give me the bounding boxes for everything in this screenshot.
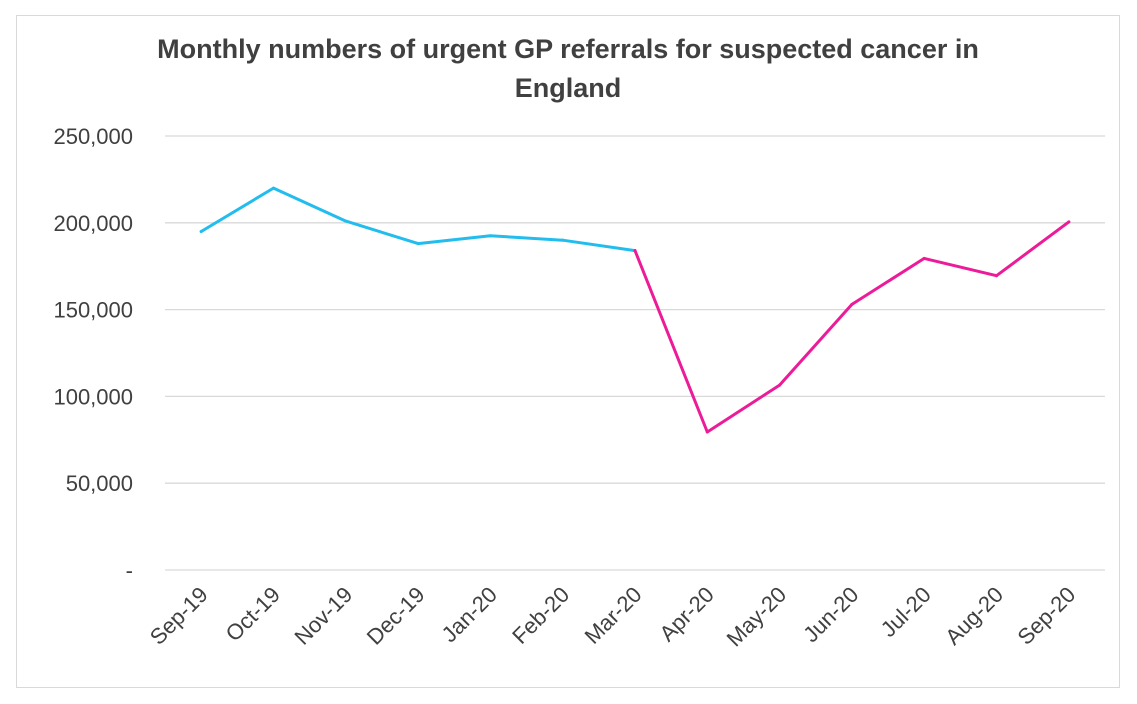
y-axis-tick-labels: - 50,000 100,000 150,000 200,000 250,000 [53,124,133,583]
data-point [488,234,492,238]
x-axis-tick-labels: Sep-19 Oct-19 Nov-19 Dec-19 Jan-20 Feb-20 Mar-… [145,582,1081,652]
data-point [995,274,999,278]
data-point [561,238,565,242]
y-tick-label: 150,000 [53,298,133,323]
x-tick-label: Jan-20 [437,582,502,647]
data-point [778,383,782,387]
data-point [1067,220,1071,224]
data-point [344,219,348,223]
series-line-pre-pandemic [199,186,637,253]
x-tick-label: Jun-20 [798,582,863,647]
x-tick-label: Sep-19 [145,582,213,650]
x-tick-label: Jul-20 [876,582,936,642]
y-tick-label: 50,000 [66,471,133,496]
x-tick-label: Apr-20 [654,582,718,646]
data-point [633,249,637,253]
x-tick-label: Nov-19 [289,582,357,650]
data-point [271,186,275,190]
x-tick-label: Sep-20 [1013,582,1081,650]
series-lines [199,186,1071,434]
chart-frame [16,15,1120,688]
y-tick-label: 250,000 [53,124,133,149]
data-point [922,256,926,260]
x-tick-label: May-20 [722,582,792,652]
y-tick-label: 100,000 [53,384,133,409]
data-point [850,302,854,306]
data-point [416,242,420,246]
chart-title-line-1: Monthly numbers of urgent GP referrals f… [157,34,979,64]
gridlines [165,135,1105,571]
y-tick-label: - [126,558,133,583]
y-tick-label: 200,000 [53,211,133,236]
x-tick-label: Oct-19 [221,582,285,646]
x-tick-label: Feb-20 [507,582,574,649]
chart-title-line-2: England [515,73,622,103]
series-line-pandemic [633,220,1071,434]
data-point [705,430,709,434]
x-tick-label: Aug-20 [940,582,1008,650]
x-tick-label: Mar-20 [580,582,647,649]
x-tick-label: Dec-19 [362,582,430,650]
data-point [199,229,203,233]
